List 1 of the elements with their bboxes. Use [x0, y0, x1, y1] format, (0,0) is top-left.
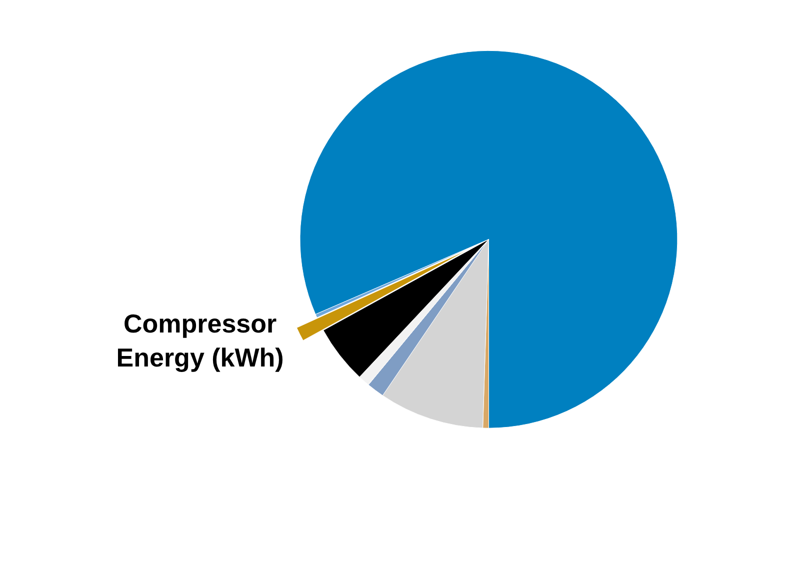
slice-label: Compressor Energy (kWh)	[116, 308, 284, 372]
